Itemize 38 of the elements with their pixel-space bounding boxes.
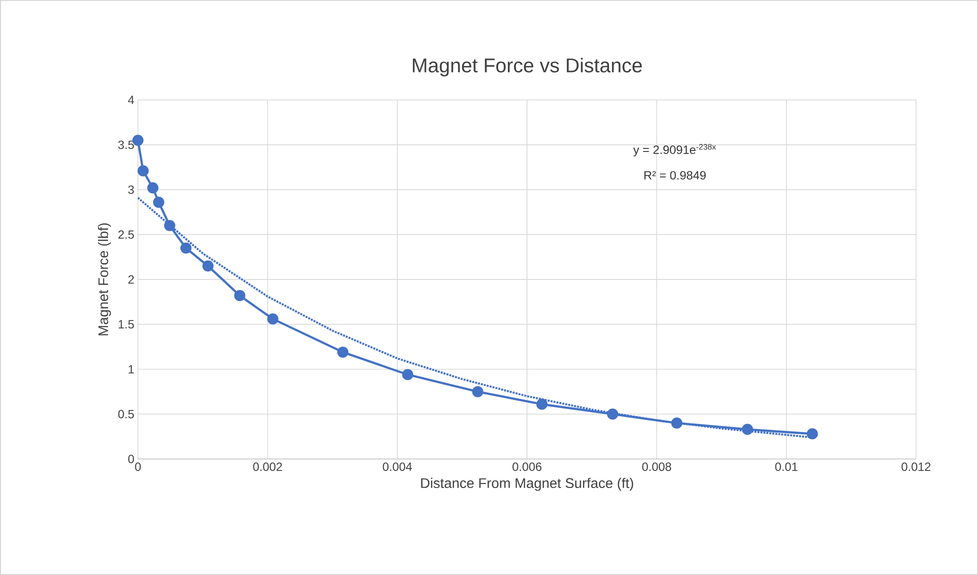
y-tick-label: 2.5 bbox=[118, 230, 134, 239]
y-tick-label: 0 bbox=[128, 454, 134, 464]
y-tick-label: 3.5 bbox=[118, 140, 134, 150]
point bbox=[671, 418, 682, 429]
x-tick-label: 0.006 bbox=[512, 462, 542, 472]
x-axis-title: Distance From Magnet Surface (ft) bbox=[421, 478, 634, 491]
chart-title: Magnet Force vs Distance bbox=[412, 58, 642, 76]
annotation: R² = 0.9849 bbox=[644, 171, 706, 180]
point bbox=[164, 220, 176, 232]
point bbox=[180, 242, 192, 254]
point bbox=[147, 182, 158, 194]
x-tick-label: 0.01 bbox=[775, 462, 798, 472]
point bbox=[742, 424, 754, 435]
x-tick-label: 0.002 bbox=[253, 462, 282, 472]
point bbox=[536, 398, 548, 410]
point bbox=[472, 386, 484, 398]
point bbox=[267, 313, 278, 325]
y-tick-label: 2 bbox=[128, 275, 134, 284]
y-tick-label: 3 bbox=[128, 186, 134, 194]
point bbox=[607, 408, 618, 420]
x-tick-label: 0.008 bbox=[642, 462, 672, 472]
y-tick-label: 4 bbox=[128, 96, 134, 104]
point bbox=[138, 165, 149, 176]
point bbox=[153, 196, 164, 208]
point bbox=[234, 290, 246, 302]
y-tick-label: 1 bbox=[128, 365, 134, 374]
annotation: y = 2.9091e$^{-238x}$ bbox=[633, 144, 716, 156]
point bbox=[337, 346, 348, 358]
point bbox=[402, 369, 414, 380]
point bbox=[132, 134, 144, 146]
y-tick-label: 0.5 bbox=[118, 410, 134, 418]
x-tick-label: 0 bbox=[135, 462, 141, 472]
x-tick-label: 0.012 bbox=[902, 462, 930, 472]
point bbox=[202, 260, 214, 272]
point bbox=[806, 428, 818, 440]
x-tick-label: 0.004 bbox=[382, 462, 412, 472]
y-axis-title: Magnet Force (lbf) bbox=[98, 223, 111, 336]
y-tick-label: 1.5 bbox=[118, 320, 134, 329]
